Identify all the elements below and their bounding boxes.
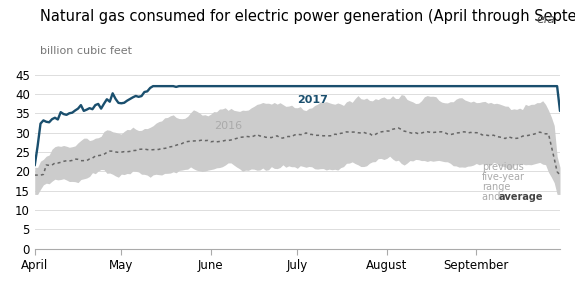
Text: range: range: [482, 182, 511, 192]
Text: Natural gas consumed for electric power generation (April through September): Natural gas consumed for electric power …: [40, 9, 575, 24]
Text: average: average: [499, 192, 543, 202]
Text: 2017: 2017: [297, 95, 328, 105]
Text: eia: eia: [536, 13, 555, 26]
Text: billion cubic feet: billion cubic feet: [40, 46, 132, 56]
Text: previous: previous: [482, 162, 524, 172]
Text: and: and: [482, 192, 504, 202]
Text: five-year: five-year: [482, 172, 525, 182]
Text: 2016: 2016: [214, 121, 242, 131]
